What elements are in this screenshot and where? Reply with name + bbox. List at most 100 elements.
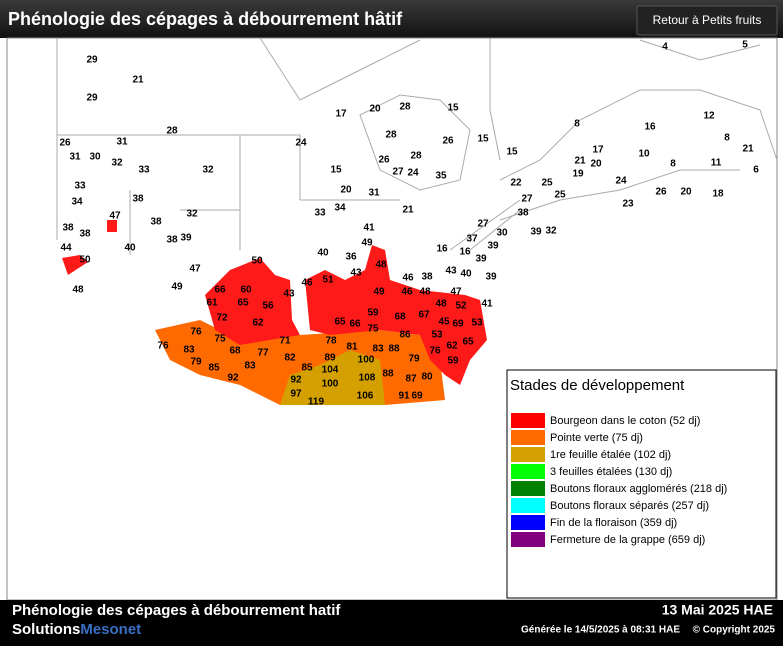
station-value: 43 — [283, 289, 295, 300]
station-value: 43 — [445, 266, 457, 277]
station-value: 22 — [510, 178, 522, 189]
station-value: 16 — [459, 247, 471, 258]
station-value: 30 — [496, 228, 508, 239]
station-value: 87 — [405, 374, 417, 385]
station-value: 39 — [485, 272, 497, 283]
legend-label: 3 feuilles étalées (130 dj) — [550, 466, 672, 478]
legend-label: Fin de la floraison (359 dj) — [550, 517, 677, 529]
station-value: 71 — [279, 336, 291, 347]
station-value: 53 — [471, 318, 483, 329]
station-value: 82 — [284, 353, 296, 364]
station-value: 77 — [257, 348, 269, 359]
station-value: 62 — [252, 318, 264, 329]
copyright: © Copyright 2025 — [693, 625, 776, 636]
station-value: 100 — [358, 355, 375, 366]
station-value: 8 — [574, 119, 580, 130]
station-value: 85 — [301, 363, 313, 374]
legend-swatch — [511, 515, 545, 530]
station-value: 49 — [171, 282, 183, 293]
station-value: 29 — [86, 55, 98, 66]
footer-title: Phénologie des cépages à débourrement ha… — [12, 602, 341, 619]
station-value: 32 — [111, 158, 123, 169]
station-value: 12 — [703, 111, 715, 122]
station-value: 76 — [429, 346, 441, 357]
station-value: 24 — [615, 176, 627, 187]
station-value: 80 — [421, 372, 433, 383]
station-value: 31 — [116, 137, 128, 148]
legend-swatch — [511, 481, 545, 496]
station-value: 17 — [335, 109, 347, 120]
legend-swatch — [511, 430, 545, 445]
station-value: 65 — [334, 317, 346, 328]
station-value: 24 — [407, 168, 419, 179]
brand: SolutionsMesonet — [12, 621, 141, 638]
station-value: 67 — [418, 310, 430, 321]
station-value: 25 — [541, 178, 553, 189]
station-value: 28 — [166, 126, 178, 137]
station-value: 28 — [410, 151, 422, 162]
station-value: 21 — [574, 156, 586, 167]
station-value: 97 — [290, 389, 302, 400]
station-value: 50 — [79, 255, 91, 266]
station-value: 19 — [572, 169, 584, 180]
station-value: 119 — [308, 397, 325, 408]
station-value: 59 — [447, 356, 459, 367]
station-value: 47 — [189, 264, 201, 275]
legend-items: Bourgeon dans le coton (52 dj) Pointe ver… — [511, 413, 727, 547]
station-value: 48 — [72, 285, 84, 296]
station-value: 32 — [202, 165, 214, 176]
station-value: 106 — [357, 391, 374, 402]
station-value: 92 — [227, 373, 239, 384]
back-button[interactable] — [636, 5, 778, 36]
station-value: 41 — [481, 299, 493, 310]
boundaries — [56, 37, 778, 255]
station-value: 68 — [394, 312, 406, 323]
station-value: 104 — [322, 365, 339, 376]
station-value: 72 — [216, 313, 228, 324]
station-value: 92 — [290, 375, 302, 386]
station-value: 38 — [79, 229, 91, 240]
station-value: 46 — [301, 278, 313, 289]
station-value: 69 — [411, 391, 423, 402]
station-value: 8 — [724, 133, 730, 144]
station-value: 59 — [367, 308, 379, 319]
station-value: 26 — [378, 155, 390, 166]
station-value: 6 — [753, 165, 759, 176]
station-value: 51 — [322, 275, 334, 286]
station-value: 16 — [436, 244, 448, 255]
station-value: 32 — [545, 226, 557, 237]
station-value: 85 — [208, 363, 220, 374]
back-button-label[interactable]: Retour à Petits fruits — [653, 13, 762, 27]
region-red — [305, 245, 487, 385]
legend-label: Bourgeon dans le coton (52 dj) — [550, 415, 700, 427]
station-value: 23 — [622, 199, 634, 210]
legend-label: Fermeture de la grappe (659 dj) — [550, 534, 705, 546]
station-value: 75 — [214, 334, 226, 345]
station-value: 46 — [401, 287, 413, 298]
station-value: 88 — [388, 344, 400, 355]
station-value: 21 — [402, 205, 414, 216]
station-value: 28 — [385, 130, 397, 141]
region-red — [62, 255, 88, 275]
station-value: 38 — [517, 208, 529, 219]
stations: 29 21 29 28 26 31 31 30 32 33 32 33 34 38 47 38 32 38 38 38… — [59, 40, 759, 408]
station-value: 16 — [644, 122, 656, 133]
legend-label: Boutons floraux séparés (257 dj) — [550, 500, 709, 512]
station-value: 61 — [206, 298, 218, 309]
station-value: 81 — [346, 342, 358, 353]
station-value: 25 — [554, 190, 566, 201]
station-value: 15 — [506, 147, 518, 158]
station-value: 17 — [592, 145, 604, 156]
brand-part: Solutions — [12, 621, 80, 638]
legend-box — [506, 369, 777, 599]
station-value: 20 — [590, 159, 602, 170]
legend-swatch — [511, 464, 545, 479]
station-value: 5 — [742, 40, 748, 51]
station-value: 83 — [244, 361, 256, 372]
station-value: 48 — [375, 260, 387, 271]
station-value: 78 — [325, 336, 337, 347]
station-value: 45 — [438, 317, 450, 328]
legend-swatch — [511, 413, 545, 428]
station-value: 69 — [452, 319, 464, 330]
